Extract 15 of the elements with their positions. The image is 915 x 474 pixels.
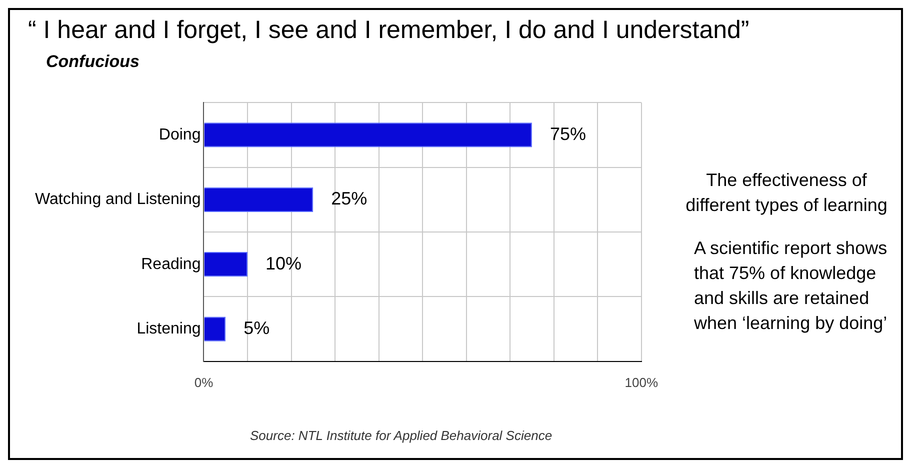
text: The effectiveness of different types of learning bbox=[684, 169, 888, 217]
x-tick-label: 100% bbox=[624, 374, 658, 390]
data-label: 75% bbox=[550, 124, 586, 144]
text: A scientific report shows that 75% of knowledge and skills are retained when ‘learning by doing’ bbox=[693, 237, 888, 335]
data-label: 5% bbox=[244, 318, 270, 338]
chart-subtitle: Confucious bbox=[46, 52, 140, 72]
y-tick-label: Listening bbox=[136, 320, 201, 338]
chart-title: “ I hear and I forget, I see and I remember, I do and I understand” bbox=[28, 16, 750, 45]
source-note: Source: NTL Institute for Applied Behavioral Science bbox=[250, 428, 552, 443]
x-tick-label: 0% bbox=[194, 374, 214, 390]
y-tick-label: Doing bbox=[158, 126, 201, 144]
y-tick-label: Reading bbox=[141, 256, 201, 273]
data-label: 10% bbox=[266, 253, 302, 274]
y-tick-label: Watching and Listening bbox=[35, 191, 201, 208]
data-label: 25% bbox=[331, 188, 368, 209]
